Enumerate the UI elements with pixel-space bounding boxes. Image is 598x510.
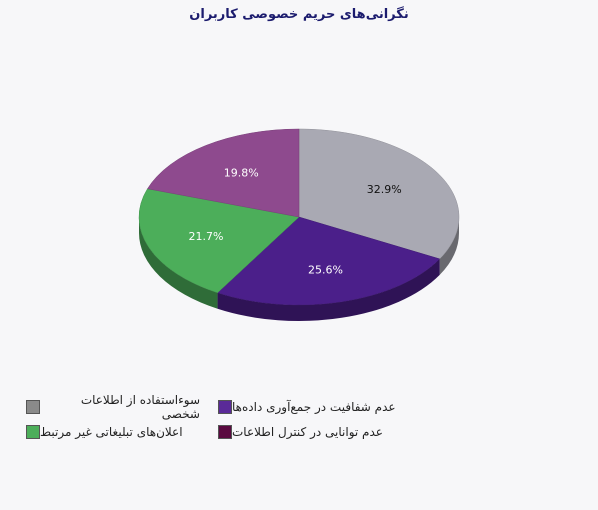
data-label: 32.9% bbox=[367, 183, 402, 196]
data-label: 21.7% bbox=[189, 230, 224, 243]
legend-label: اعلان‌های تبلیغاتی غیر مرتبط bbox=[40, 425, 183, 439]
pie-slice-side-2 bbox=[139, 217, 218, 309]
pie-slice-3 bbox=[147, 128, 300, 218]
legend-swatch bbox=[218, 425, 232, 439]
pie-slice-1 bbox=[217, 216, 441, 306]
pie-slice-side-1 bbox=[217, 258, 440, 322]
legend-label: عدم توانایی در کنترل اطلاعات bbox=[232, 425, 383, 439]
chart-title: نگرانی‌های حریم خصوصی کاربران bbox=[189, 7, 409, 22]
legend-item-ads: اعلان‌های تبلیغاتی غیر مرتبط bbox=[20, 423, 200, 441]
pie-slice-0 bbox=[298, 128, 460, 260]
legend-swatch bbox=[218, 400, 232, 414]
data-label: 19.8% bbox=[224, 167, 259, 180]
legend-swatch bbox=[26, 425, 40, 439]
pie-slice-side-0 bbox=[439, 217, 459, 275]
pie-slice-2 bbox=[138, 188, 300, 294]
legend-item-transparency: عدم شفافیت در جمع‌آوری داده‌ها bbox=[212, 398, 397, 416]
legend-label: عدم شفافیت در جمع‌آوری داده‌ها bbox=[232, 400, 396, 414]
data-label: 25.6% bbox=[308, 264, 343, 277]
legend-item-control: عدم توانایی در کنترل اطلاعات bbox=[212, 423, 397, 441]
legend-swatch bbox=[26, 400, 40, 414]
legend-item-misuse: سوءاستفاده از اطلاعات شخصی bbox=[20, 393, 200, 421]
legend-label: سوءاستفاده از اطلاعات شخصی bbox=[80, 393, 200, 421]
